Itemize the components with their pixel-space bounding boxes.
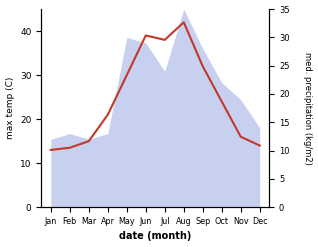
Y-axis label: max temp (C): max temp (C) xyxy=(5,77,15,139)
X-axis label: date (month): date (month) xyxy=(119,231,191,242)
Y-axis label: med. precipitation (kg/m2): med. precipitation (kg/m2) xyxy=(303,52,313,165)
